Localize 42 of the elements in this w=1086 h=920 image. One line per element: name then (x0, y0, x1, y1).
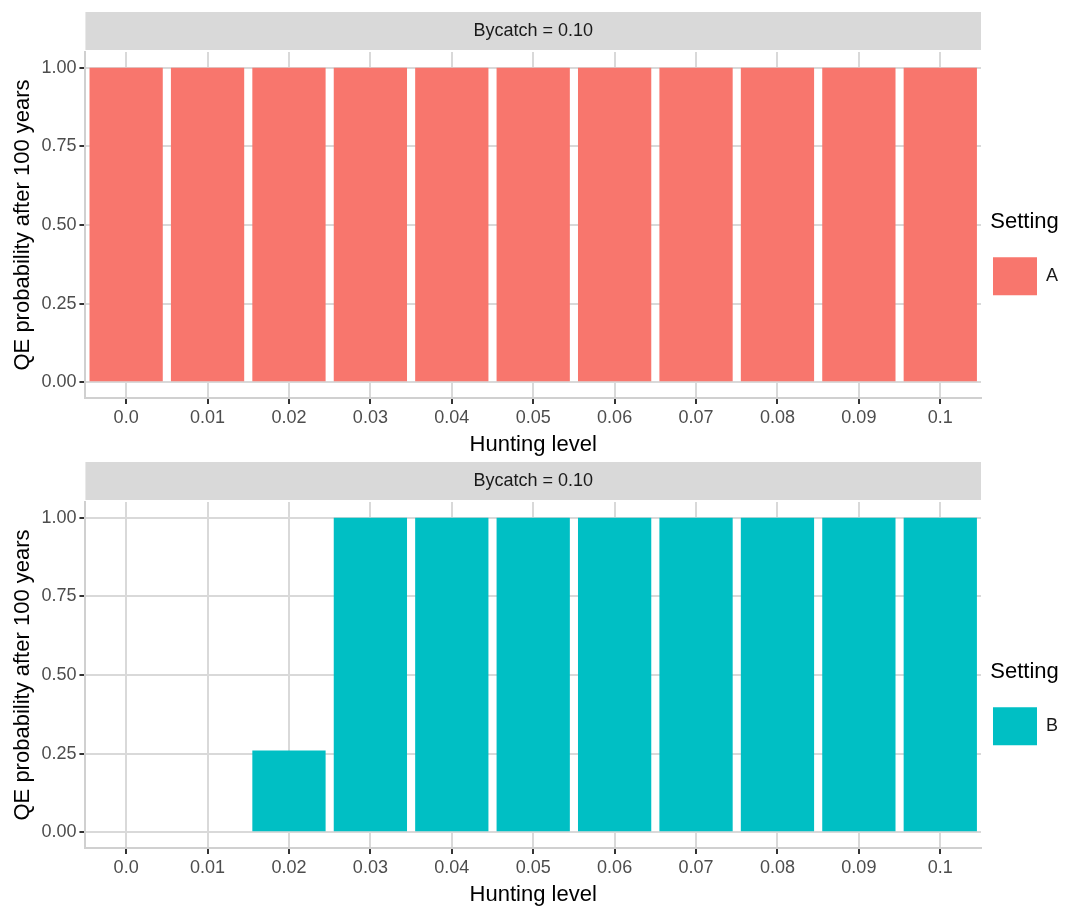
x-tick-label: 0.09 (841, 856, 877, 877)
x-tick-label: 0.07 (678, 406, 714, 427)
x-tick-label: 0.06 (597, 856, 633, 877)
x-tick-label: 0.06 (597, 406, 633, 427)
x-tick-label: 0.01 (190, 856, 226, 877)
y-tick-label: 0.75 (41, 585, 77, 606)
x-tick-label: 0.0 (113, 856, 139, 877)
y-axis-title: QE probability after 100 years (9, 79, 35, 371)
x-tick-label: 0.02 (271, 856, 307, 877)
x-tick-label: 0.05 (515, 856, 551, 877)
x-tick-label: 0.08 (759, 406, 795, 427)
x-axis-title: Hunting level (469, 430, 597, 456)
legend-title: Setting (990, 657, 1059, 683)
y-tick-label: 0.25 (41, 292, 77, 313)
x-tick-label: 0.1 (927, 406, 953, 427)
x-tick-label: 0.07 (678, 856, 714, 877)
y-tick-label: 1.00 (41, 56, 77, 77)
y-tick-label: 0.25 (41, 742, 77, 763)
legend-title: Setting (990, 207, 1059, 233)
x-axis-title: Hunting level (469, 880, 597, 906)
x-tick-label: 0.1 (927, 856, 953, 877)
x-tick-label: 0.04 (434, 406, 470, 427)
x-tick-label: 0.02 (271, 406, 307, 427)
chart-title: Bycatch = 0.10 (473, 19, 593, 40)
y-tick-label: 0.75 (41, 135, 77, 156)
x-tick-label: 0.01 (190, 406, 226, 427)
y-tick-label: 1.00 (41, 506, 77, 527)
legend-label: B (1045, 715, 1059, 736)
x-tick-label: 0.04 (434, 856, 470, 877)
x-tick-label: 0.05 (515, 406, 551, 427)
y-axis-title: QE probability after 100 years (9, 529, 35, 821)
y-tick-label: 0.00 (41, 821, 77, 842)
y-tick-label: 0.50 (41, 663, 77, 684)
x-tick-label: 0.03 (352, 856, 388, 877)
chart-title: Bycatch = 0.10 (473, 469, 593, 490)
legend-label: A (1045, 265, 1059, 286)
y-tick-label: 0.50 (41, 213, 77, 234)
x-tick-label: 0.03 (352, 406, 388, 427)
x-tick-label: 0.09 (841, 406, 877, 427)
x-tick-label: 0.08 (759, 856, 795, 877)
x-tick-label: 0.0 (113, 406, 139, 427)
y-tick-label: 0.00 (41, 371, 77, 392)
